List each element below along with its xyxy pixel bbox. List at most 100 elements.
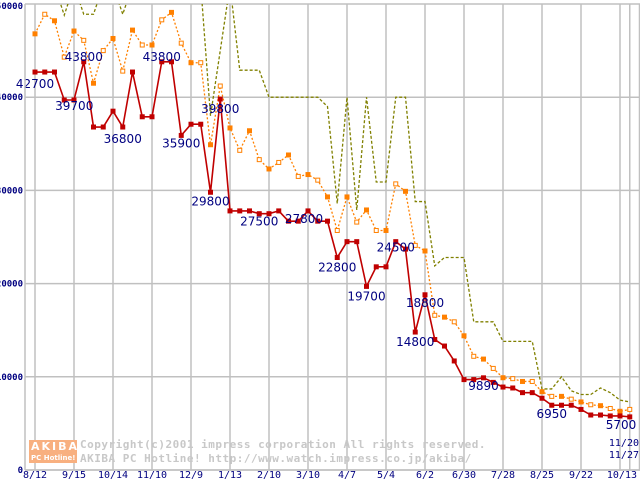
x-tick-label: 8/25 bbox=[530, 470, 554, 480]
data-point-marker bbox=[159, 59, 165, 65]
data-point-marker bbox=[247, 208, 252, 214]
data-point-marker bbox=[607, 413, 613, 419]
data-point-marker bbox=[471, 377, 477, 383]
data-point-marker bbox=[256, 157, 262, 163]
data-point-marker bbox=[256, 211, 262, 217]
data-point-marker bbox=[217, 83, 223, 89]
data-point-marker bbox=[61, 54, 67, 60]
data-point-marker bbox=[354, 239, 360, 245]
data-point-marker bbox=[71, 28, 77, 34]
data-label: 24500 bbox=[377, 241, 415, 255]
x-tick-label: 1/13 bbox=[218, 470, 242, 480]
data-label: 36800 bbox=[104, 132, 142, 146]
data-point-marker bbox=[188, 60, 194, 66]
data-point-marker bbox=[217, 96, 223, 102]
data-point-marker bbox=[598, 403, 603, 409]
data-point-marker bbox=[247, 128, 252, 134]
data-point-marker bbox=[510, 385, 516, 391]
data-point-marker bbox=[500, 384, 506, 390]
data-point-marker bbox=[325, 194, 330, 200]
site-url-text: AKIBA PC Hotline! http://www.watch.impre… bbox=[80, 452, 472, 465]
series-line-maximum-price bbox=[59, 4, 630, 403]
x-tick-label: 10/13 bbox=[607, 470, 637, 480]
data-point-marker bbox=[393, 239, 399, 245]
data-point-marker bbox=[32, 31, 38, 37]
y-tick-label: 40000 bbox=[0, 93, 23, 103]
x-tick-label: 12/9 bbox=[179, 470, 203, 480]
data-point-marker bbox=[42, 69, 48, 75]
data-point-marker bbox=[169, 9, 174, 15]
data-point-marker bbox=[237, 208, 243, 214]
data-point-marker bbox=[373, 227, 379, 233]
x-tick-label: 7/28 bbox=[491, 470, 515, 480]
data-point-marker bbox=[520, 378, 525, 384]
y-tick-label: 10000 bbox=[0, 373, 23, 383]
data-point-marker bbox=[91, 124, 96, 130]
data-point-marker bbox=[412, 329, 418, 335]
logo-bottom-text: PC Hotline! bbox=[31, 454, 75, 462]
data-labels: 42700 43800 39700 36800 43800 35900 39800 29800… bbox=[16, 50, 636, 432]
data-point-marker bbox=[237, 147, 243, 153]
data-point-marker bbox=[91, 80, 96, 86]
x-tick-label: 10/14 bbox=[98, 470, 128, 480]
data-point-marker bbox=[354, 219, 360, 225]
data-point-marker bbox=[559, 402, 564, 408]
series-layer bbox=[32, 4, 633, 420]
data-point-marker bbox=[588, 402, 594, 408]
data-point-marker bbox=[442, 314, 447, 320]
data-point-marker bbox=[169, 59, 174, 65]
data-point-marker bbox=[100, 124, 106, 130]
data-point-marker bbox=[208, 142, 213, 148]
data-point-marker bbox=[607, 405, 613, 411]
data-point-marker bbox=[520, 390, 525, 396]
data-label: 6950 bbox=[536, 407, 567, 421]
data-label: 39700 bbox=[55, 99, 93, 113]
logo-top-text: AKIBA bbox=[31, 440, 79, 453]
data-label: 29800 bbox=[191, 194, 229, 208]
data-label: 43800 bbox=[143, 50, 181, 64]
x-tick-label: 9/22 bbox=[569, 470, 593, 480]
data-point-marker bbox=[266, 211, 272, 217]
data-point-marker bbox=[422, 292, 428, 298]
data-point-marker bbox=[451, 358, 457, 364]
data-point-marker bbox=[276, 159, 282, 165]
data-label: 22800 bbox=[318, 261, 356, 275]
y-tick-label: 20000 bbox=[0, 280, 23, 290]
data-point-marker bbox=[364, 207, 369, 213]
x-tick-label: 8/12 bbox=[23, 470, 47, 480]
x-tick-label: 9/15 bbox=[62, 470, 86, 480]
data-point-marker bbox=[461, 377, 467, 383]
data-point-marker bbox=[178, 132, 184, 138]
data-point-marker bbox=[100, 48, 106, 54]
data-point-marker bbox=[130, 69, 135, 75]
data-point-marker bbox=[120, 124, 126, 130]
data-point-marker bbox=[315, 177, 321, 183]
data-label: 27500 bbox=[240, 215, 278, 229]
data-point-marker bbox=[149, 114, 155, 120]
data-point-marker bbox=[529, 378, 535, 384]
data-point-marker bbox=[120, 68, 126, 74]
data-point-marker bbox=[568, 396, 574, 402]
data-point-marker bbox=[568, 402, 574, 408]
akiba-logo bbox=[29, 440, 77, 463]
data-point-marker bbox=[510, 376, 516, 382]
data-point-marker bbox=[559, 393, 564, 399]
data-label: 39800 bbox=[201, 102, 239, 116]
x-tick-label: 5/4 bbox=[377, 470, 395, 480]
data-point-marker bbox=[344, 239, 350, 245]
data-point-marker bbox=[52, 18, 57, 24]
data-point-marker bbox=[549, 393, 555, 399]
x-tick-label: 4/7 bbox=[338, 470, 356, 480]
series-line-minimum-price bbox=[35, 60, 630, 418]
data-label: 27800 bbox=[285, 212, 323, 226]
data-point-marker bbox=[461, 333, 467, 339]
y-tick-label: 30000 bbox=[0, 186, 23, 196]
data-point-marker bbox=[159, 17, 165, 23]
data-point-marker bbox=[334, 255, 340, 261]
data-point-marker bbox=[71, 97, 77, 103]
data-point-marker bbox=[500, 375, 506, 381]
y-tick-label: 0 bbox=[18, 466, 23, 476]
data-point-marker bbox=[149, 42, 155, 48]
data-point-marker bbox=[110, 35, 116, 41]
